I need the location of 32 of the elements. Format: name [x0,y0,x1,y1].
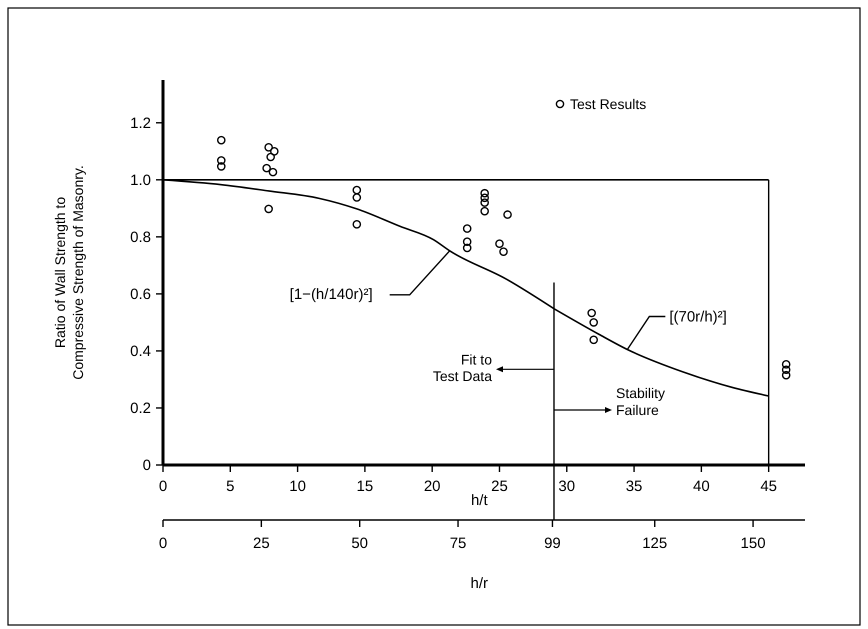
x-tick-label: 15 [356,478,374,495]
y-tick-label: 0.6 [130,286,151,303]
x-tick-label: 45 [760,478,778,495]
y-tick-label: 1.2 [130,114,151,132]
x-tick-label: 20 [424,478,441,495]
x-tick-label: 35 [626,478,642,495]
x2-tick-label: 125 [642,535,668,552]
y-tick-label: 0.4 [130,342,151,360]
legend-label: Test Results [570,96,646,112]
y-axis-title: Ratio of Wall Strength to Compressive Strength of Masonry. [52,165,86,380]
annotation: [1−(h/140r)²] [290,286,373,303]
annotation: Stability Failure [616,384,666,418]
x-tick-label: 10 [289,478,306,495]
x2-tick-label: 50 [351,535,368,552]
x2-tick-label: 25 [253,535,270,552]
x-tick-label: 5 [226,478,234,495]
x2-tick-label: 0 [158,535,168,552]
x2-axis-title: h/r [470,575,488,592]
y-tick-label: 1.0 [130,172,151,189]
x2-tick-label: 150 [740,535,766,552]
x-tick-label: 0 [158,478,168,495]
x-tick-label: 30 [558,478,576,495]
x-axis-title: h/t [470,492,488,509]
y-tick-label: 0 [142,457,151,474]
annotation: [(70r/h)²] [669,308,727,326]
annotation: Fit to Test Data [432,351,492,384]
x2-tick-label: 99 [544,535,561,552]
x-tick-label: 40 [693,478,710,495]
y-tick-label: 0.2 [130,400,151,417]
y-tick-label: 0.8 [130,228,151,246]
x2-tick-label: 75 [450,535,466,552]
x-tick-label: 25 [491,478,508,495]
